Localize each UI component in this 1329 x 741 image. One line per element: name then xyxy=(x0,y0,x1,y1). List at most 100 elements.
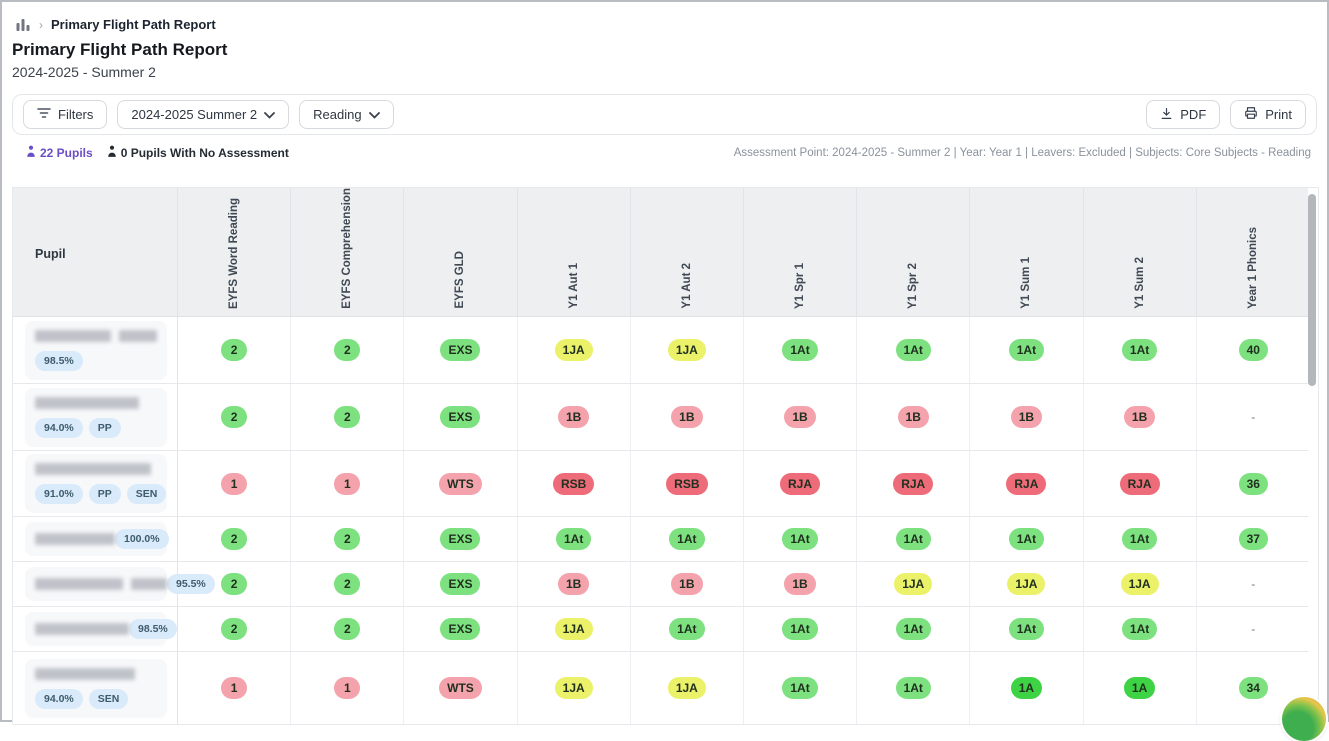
assessment-cell: 1At xyxy=(970,517,1083,561)
summary-row: 22 Pupils 0 Pupils With No Assessment As… xyxy=(26,145,1311,160)
assessment-pill: 1At xyxy=(782,339,817,361)
assessment-pill: WTS xyxy=(439,473,482,495)
assessment-cell: RSB xyxy=(518,451,631,516)
assessment-pill: 1JA xyxy=(668,339,706,361)
assessment-pill: 1JA xyxy=(1007,573,1045,595)
assessment-pill: 1JA xyxy=(555,677,593,699)
pupil-name-redacted xyxy=(35,668,157,680)
bar-chart-icon[interactable] xyxy=(16,18,31,32)
assessment-cell: RJA xyxy=(1084,451,1197,516)
chevron-right-icon: › xyxy=(39,18,43,32)
print-button[interactable]: Print xyxy=(1230,100,1306,129)
pupil-name-redacted xyxy=(35,623,129,635)
pupil-badges: 98.5% xyxy=(129,619,177,639)
assessment-cell: EXS xyxy=(404,517,517,561)
assessment-cell: 37 xyxy=(1197,517,1310,561)
pupil-badges: 100.0% xyxy=(115,529,169,549)
assessment-pill: 1At xyxy=(1122,618,1157,640)
assessment-pill: 1At xyxy=(782,528,817,550)
assessment-cell: 1At xyxy=(631,517,744,561)
assessment-pill: 1B xyxy=(671,573,702,595)
active-filters-summary: Assessment Point: 2024-2025 - Summer 2 |… xyxy=(734,147,1311,159)
assessment-cell: 1At xyxy=(1084,607,1197,651)
assessment-pill: 1 xyxy=(334,473,360,495)
assessment-cell: 1JA xyxy=(970,562,1083,606)
vertical-scrollbar-thumb[interactable] xyxy=(1308,194,1316,386)
chat-widget-launcher[interactable] xyxy=(1282,697,1326,741)
assessment-cell: 1 xyxy=(291,652,404,724)
pupil-card: 91.0%PPSEN xyxy=(25,454,167,513)
attendance-badge: 94.0% xyxy=(35,418,83,438)
assessment-pill: 1JA xyxy=(555,618,593,640)
pupil-badges: 91.0%PPSEN xyxy=(35,484,157,504)
assessment-cell: 2 xyxy=(291,517,404,561)
pupil-cell[interactable]: 91.0%PPSEN xyxy=(13,451,178,516)
assessment-cell: EXS xyxy=(404,384,517,450)
assessment-pill: EXS xyxy=(440,573,480,595)
assessment-pill: 1At xyxy=(669,528,704,550)
pupil-cell[interactable]: 94.0% SEN xyxy=(13,652,178,724)
assessment-pill: RSB xyxy=(666,473,707,495)
flag-badge: SEN xyxy=(89,689,129,709)
assessment-cell: 1JA xyxy=(518,317,631,383)
pupil-name-redacted xyxy=(35,330,157,342)
assessment-cell: 1At xyxy=(744,652,857,724)
column-header-label: Y1 Aut 2 xyxy=(681,263,693,309)
column-header: Y1 Spr 1 xyxy=(744,188,857,321)
assessment-pill: 37 xyxy=(1239,528,1268,550)
filters-button[interactable]: Filters xyxy=(23,100,107,129)
pupil-card: 98.5% xyxy=(25,612,167,646)
assessment-pill: 1JA xyxy=(1121,573,1159,595)
pupil-cell[interactable]: 94.0%PP xyxy=(13,384,178,450)
pupil-name-redacted xyxy=(35,463,157,475)
pupil-cell[interactable]: 100.0% xyxy=(13,517,178,561)
assessment-pill: 2 xyxy=(221,618,247,640)
assessment-cell: 1 xyxy=(178,652,291,724)
pupil-name-redacted xyxy=(35,533,115,545)
attendance-badge: 91.0% xyxy=(35,484,83,504)
redacted-block xyxy=(119,330,157,342)
page-subtitle: 2024-2025 - Summer 2 xyxy=(12,64,156,80)
column-header-label: EYFS Word Reading xyxy=(228,198,240,309)
table-row: 100.0%22EXS1At1At1At1At1At1At37 xyxy=(13,517,1308,562)
assessment-pill: 1JA xyxy=(555,339,593,361)
assessment-pill: 1 xyxy=(221,677,247,699)
assessment-cell: 1 xyxy=(178,451,291,516)
attendance-badge: 94.0% xyxy=(35,689,83,709)
print-button-label: Print xyxy=(1265,107,1292,122)
assessment-cell: 2 xyxy=(291,317,404,383)
column-header-label: Y1 Sum 1 xyxy=(1020,257,1032,309)
no-assessment-count: 0 Pupils With No Assessment xyxy=(107,145,289,160)
pupil-badges: 98.5% xyxy=(35,351,157,371)
assessment-cell: 1At xyxy=(518,517,631,561)
breadcrumb-page-label[interactable]: Primary Flight Path Report xyxy=(51,17,216,32)
assessment-pill: EXS xyxy=(440,406,480,428)
pdf-button[interactable]: PDF xyxy=(1146,100,1220,129)
column-header-label: Y1 Sum 2 xyxy=(1134,257,1146,309)
period-dropdown[interactable]: 2024-2025 Summer 2 xyxy=(117,100,289,129)
flag-badge: PP xyxy=(89,484,121,504)
column-header-label: Year 1 Phonics xyxy=(1247,227,1259,309)
no-assessment-label: 0 Pupils With No Assessment xyxy=(121,146,289,160)
column-header-label: EYFS GLD xyxy=(454,251,466,309)
assessment-cell: 1B xyxy=(631,384,744,450)
pupil-card: 95.5% xyxy=(25,567,167,601)
assessment-cell: 1At xyxy=(857,607,970,651)
column-header-label: EYFS Comprehension xyxy=(341,188,353,309)
pdf-button-label: PDF xyxy=(1180,107,1206,122)
assessment-pill: WTS xyxy=(439,677,482,699)
assessment-cell: RJA xyxy=(744,451,857,516)
subject-dropdown[interactable]: Reading xyxy=(299,100,393,129)
empty-value: - xyxy=(1251,622,1255,636)
assessment-pill: 36 xyxy=(1239,473,1268,495)
redacted-block xyxy=(35,533,115,545)
pupil-cell[interactable]: 98.5% xyxy=(13,607,178,651)
pupils-count-label: 22 Pupils xyxy=(40,146,93,160)
assessment-cell: 1JA xyxy=(518,607,631,651)
assessment-pill: 1At xyxy=(896,528,931,550)
assessment-pill: 1B xyxy=(784,406,815,428)
pupil-cell[interactable]: 98.5% xyxy=(13,317,178,383)
pupil-cell[interactable]: 95.5% xyxy=(13,562,178,606)
assessment-cell: RSB xyxy=(631,451,744,516)
table-row: 98.5%22EXS1JA1At1At1At1At1At- xyxy=(13,607,1308,652)
